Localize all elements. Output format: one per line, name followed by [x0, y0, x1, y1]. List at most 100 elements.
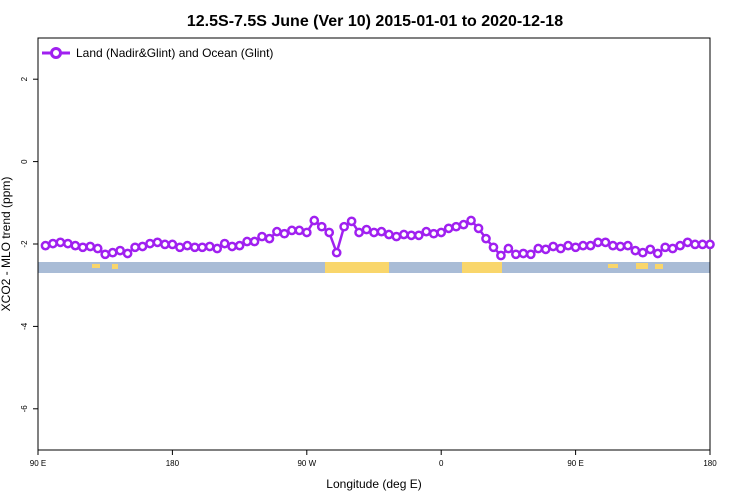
data-point	[249, 236, 260, 247]
data-point	[70, 240, 81, 251]
x-axis-label: Longitude (deg E)	[326, 477, 421, 491]
x-tick-label: 180	[703, 459, 717, 468]
land-islands	[636, 263, 648, 269]
data-point	[682, 237, 693, 248]
legend: Land (Nadir&Glint) and Ocean (Glint)	[42, 46, 273, 60]
data-point	[152, 237, 163, 248]
data-point	[234, 240, 245, 251]
data-point	[197, 242, 208, 253]
data-point	[48, 238, 58, 249]
data-point	[652, 248, 663, 259]
y-tick-label: -2	[20, 240, 29, 248]
data-point	[413, 230, 424, 241]
x-tick-label: 90 E	[30, 459, 46, 468]
data-point	[384, 229, 394, 240]
data-point	[301, 227, 312, 238]
data-point	[570, 242, 581, 253]
data-point	[137, 241, 148, 252]
x-tick-label: 0	[439, 459, 444, 468]
data-point	[182, 240, 193, 251]
land-ocean-strip	[38, 262, 710, 273]
data-point	[63, 238, 73, 249]
data-point	[160, 239, 170, 250]
land-islands	[92, 264, 100, 268]
data-point	[421, 226, 432, 237]
data-point	[451, 221, 461, 232]
data-point	[55, 237, 66, 248]
x-tick-label: 180	[166, 459, 180, 468]
data-point	[705, 239, 715, 250]
data-point	[189, 242, 200, 253]
data-point	[316, 221, 327, 232]
y-axis-label: XCO2 - MLO trend (ppm)	[0, 177, 13, 312]
data-point	[593, 237, 603, 248]
data-point	[92, 243, 103, 254]
data-point	[227, 241, 237, 252]
data-point	[339, 221, 349, 232]
data-point	[272, 226, 282, 237]
data-point	[540, 244, 551, 255]
data-point	[107, 247, 118, 258]
data-point	[697, 239, 708, 250]
y-tick-label: -4	[20, 322, 29, 330]
data-point	[503, 243, 514, 254]
y-tick-label: 0	[20, 159, 29, 164]
data-point	[361, 224, 372, 235]
data-point	[608, 240, 618, 251]
data-point	[443, 223, 454, 234]
data-point	[279, 228, 290, 239]
data-point	[219, 238, 230, 249]
data-point	[85, 241, 96, 252]
data-point	[309, 215, 320, 226]
data-point	[525, 249, 536, 260]
data-point	[660, 242, 671, 253]
data-point	[264, 233, 275, 244]
data-point	[563, 240, 573, 251]
data-point	[578, 240, 588, 251]
legend-label: Land (Nadir&Glint) and Ocean (Glint)	[76, 46, 273, 60]
data-point	[518, 248, 529, 259]
data-point	[354, 227, 364, 238]
data-point	[615, 241, 626, 252]
data-point	[399, 229, 409, 240]
y-tick-label: -6	[20, 405, 29, 413]
data-point	[645, 244, 656, 255]
data-point	[145, 238, 155, 249]
data-point	[623, 240, 633, 251]
data-point	[428, 228, 439, 239]
data-point	[130, 242, 140, 253]
land-islands	[112, 264, 118, 269]
data-point	[690, 239, 700, 250]
data-point	[473, 223, 484, 234]
data-point	[376, 226, 387, 237]
data-point	[496, 250, 506, 261]
data-point	[40, 240, 51, 251]
land-islands	[655, 264, 663, 269]
data-point	[122, 248, 133, 259]
legend-marker	[50, 47, 62, 59]
data-point	[324, 227, 335, 238]
data-point	[585, 240, 596, 251]
data-point	[436, 227, 447, 238]
land-islands	[608, 264, 618, 268]
data-point	[511, 249, 521, 260]
x-tick-label: 90 W	[297, 459, 316, 468]
data-point	[204, 241, 215, 252]
data-point	[555, 243, 566, 254]
x-tick-label: 90 E	[567, 459, 583, 468]
data-point	[346, 216, 357, 227]
data-point	[115, 245, 125, 256]
data-point	[391, 231, 402, 242]
data-point	[675, 240, 685, 251]
land-south-america	[325, 262, 389, 273]
data-point	[667, 243, 678, 254]
data-point	[630, 245, 641, 256]
data-point	[533, 243, 544, 254]
chart-title: 12.5S-7.5S June (Ver 10) 2015-01-01 to 2…	[187, 13, 563, 30]
data-point	[294, 225, 305, 236]
data-point	[100, 249, 111, 260]
data-point	[167, 239, 178, 250]
data-point	[175, 242, 185, 253]
data-point	[242, 236, 252, 247]
